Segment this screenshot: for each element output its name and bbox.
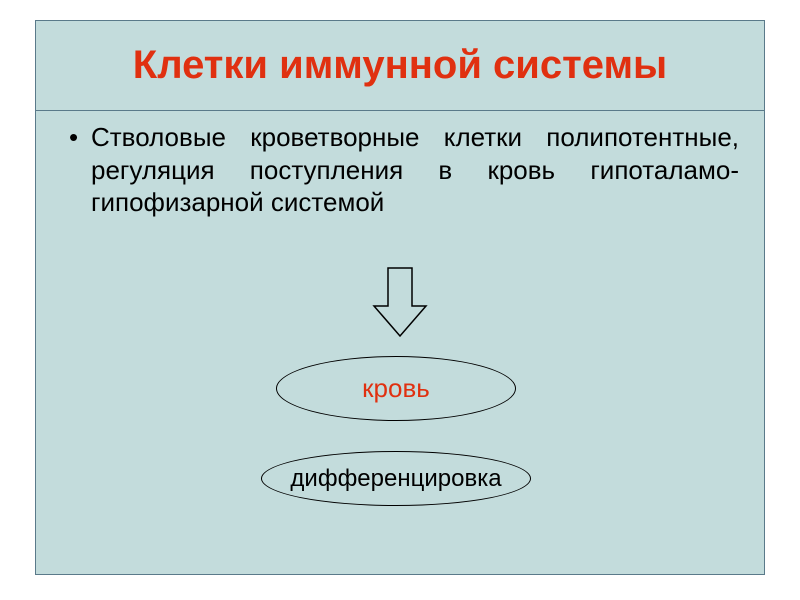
node-blood: кровь xyxy=(276,356,516,421)
slide-title: Клетки иммунной системы xyxy=(133,43,667,88)
bullet-paragraph: Стволовые кроветворные клетки полипотент… xyxy=(61,121,739,219)
node-differentiation: дифференцировка xyxy=(261,451,531,506)
slide-container: Клетки иммунной системы Стволовые кровет… xyxy=(35,20,765,575)
title-region: Клетки иммунной системы xyxy=(36,21,764,111)
content-region: Стволовые кроветворные клетки полипотент… xyxy=(36,111,764,219)
down-arrow-icon xyxy=(370,266,430,338)
node-blood-label: кровь xyxy=(362,373,430,404)
node-differentiation-label: дифференцировка xyxy=(290,465,501,493)
